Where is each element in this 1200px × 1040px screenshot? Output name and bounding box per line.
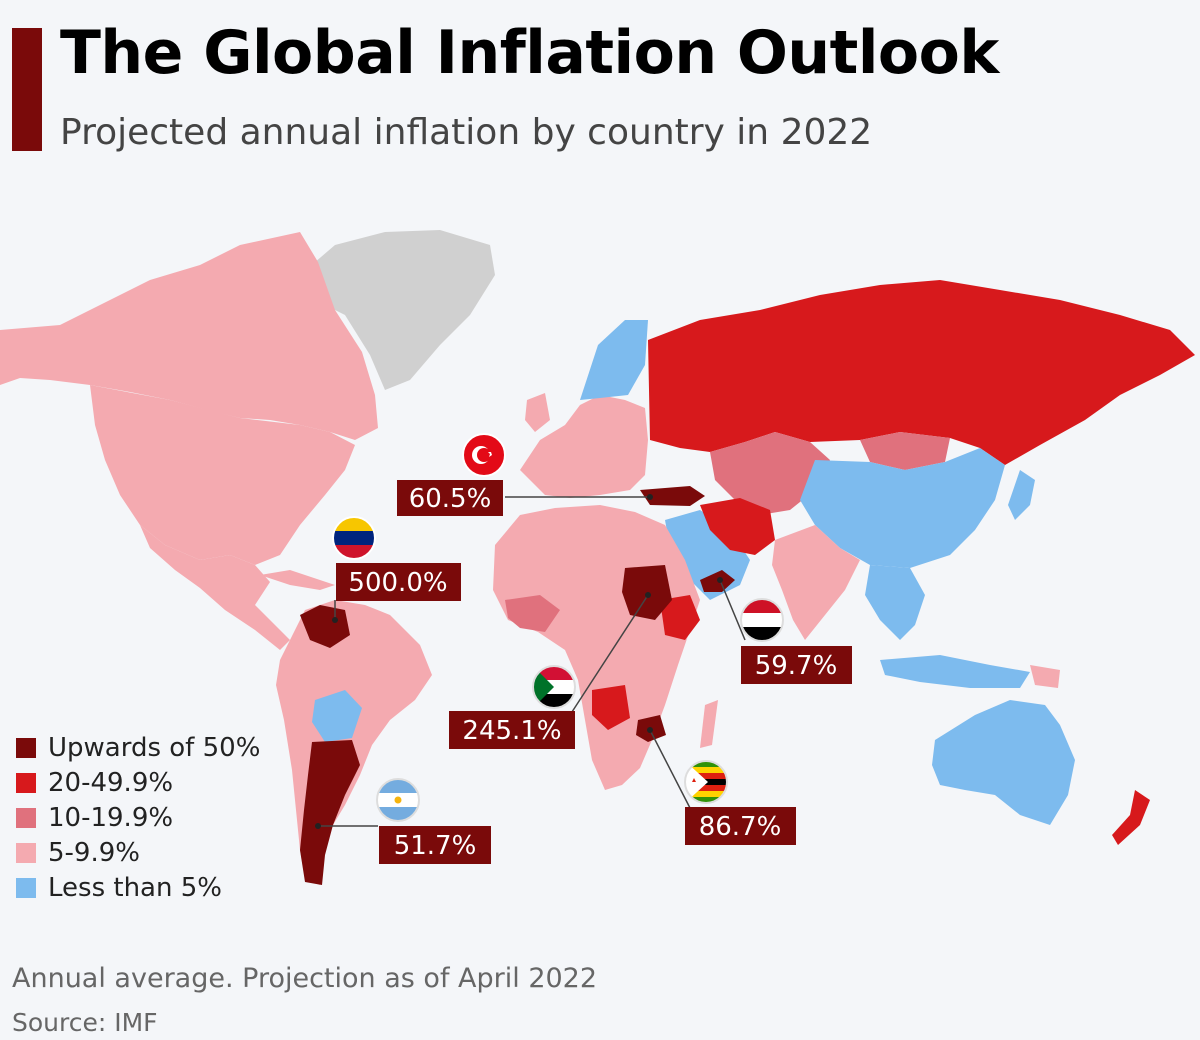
source-note: Source: IMF (12, 1008, 158, 1037)
page-title: The Global Inflation Outlook (60, 18, 999, 88)
yemen-flag-icon (740, 598, 784, 642)
new-zealand-region (1112, 790, 1150, 845)
usa-region (90, 385, 355, 565)
argentina-callout: 51.7% (376, 778, 491, 864)
china-region (800, 448, 1005, 568)
yemen-value: 59.7% (755, 651, 838, 681)
madagascar-region (700, 700, 718, 748)
west-africa-region (505, 595, 560, 632)
turkey-callout: 60.5% (397, 433, 506, 516)
footnote: Annual average. Projection as of April 2… (12, 963, 598, 994)
sudan-value: 245.1% (462, 716, 561, 746)
zimbabwe-marker (647, 727, 653, 733)
legend-label: 20-49.9% (48, 767, 174, 798)
page-subtitle: Projected annual inflation by country in… (60, 112, 873, 153)
sudan-callout: 245.1% (449, 665, 576, 749)
zimbabwe-leader-line (649, 729, 691, 809)
mexico-region (140, 525, 290, 650)
central-asia-region (710, 432, 830, 515)
iran-region (700, 498, 775, 555)
sudan-flag-icon (532, 665, 576, 709)
legend-swatch (16, 877, 36, 898)
yemen-leader-line (719, 579, 746, 641)
map-legend: Upwards of 50% 20-49.9% 10-19.9% 5-9.9% … (16, 730, 260, 905)
argentina-value: 51.7% (394, 831, 477, 861)
title-accent-bar (12, 28, 42, 151)
legend-item-20-49: 20-49.9% (16, 765, 260, 800)
legend-item-less-5: Less than 5% (16, 870, 260, 905)
legend-label: 5-9.9% (48, 837, 140, 868)
legend-label: 10-19.9% (48, 802, 174, 833)
indonesia-region (880, 655, 1030, 688)
turkey-value: 60.5% (409, 484, 492, 514)
zimbabwe-flag-icon (684, 760, 728, 804)
angola-region (592, 685, 630, 730)
southeast-asia-region (865, 565, 925, 640)
legend-swatch (16, 842, 36, 863)
venezuela-flag-icon (332, 516, 376, 560)
venezuela-callout: 500.0% (332, 516, 461, 601)
argentina-marker (315, 823, 321, 829)
legend-label: Less than 5% (48, 872, 222, 903)
legend-swatch (16, 737, 36, 758)
ethiopia-region (660, 595, 700, 640)
canada-region (0, 232, 378, 440)
uk-region (525, 393, 550, 432)
turkey-marker (647, 494, 653, 500)
zimbabwe-value: 86.7% (699, 812, 782, 842)
turkey-flag-icon (462, 433, 506, 477)
scandinavia-region (580, 320, 648, 400)
russia-region (648, 280, 1195, 465)
legend-label: Upwards of 50% (48, 732, 261, 763)
europe-region (520, 395, 648, 498)
venezuela-marker (332, 617, 338, 623)
india-region (772, 525, 860, 640)
yemen-callout: 59.7% (740, 598, 852, 684)
legend-item-10-19: 10-19.9% (16, 800, 260, 835)
turkey-region (640, 486, 705, 506)
caribbean-region (260, 570, 335, 590)
venezuela-region (300, 605, 350, 648)
greenland-region (300, 230, 495, 390)
sudan-leader-line (569, 594, 649, 716)
australia-region (932, 700, 1075, 825)
legend-item-5-9: 5-9.9% (16, 835, 260, 870)
argentina-region (300, 740, 360, 885)
argentina-flag-icon (376, 778, 420, 822)
mongolia-region (860, 432, 950, 470)
zimbabwe-callout: 86.7% (684, 760, 796, 845)
legend-swatch (16, 807, 36, 828)
sudan-marker (645, 592, 651, 598)
legend-item-upwards-50: Upwards of 50% (16, 730, 260, 765)
bolivia-region (312, 690, 362, 742)
yemen-marker (717, 577, 723, 583)
png-region (1030, 665, 1060, 688)
legend-swatch (16, 772, 36, 793)
japan-region (1008, 470, 1035, 520)
venezuela-value: 500.0% (348, 568, 447, 598)
